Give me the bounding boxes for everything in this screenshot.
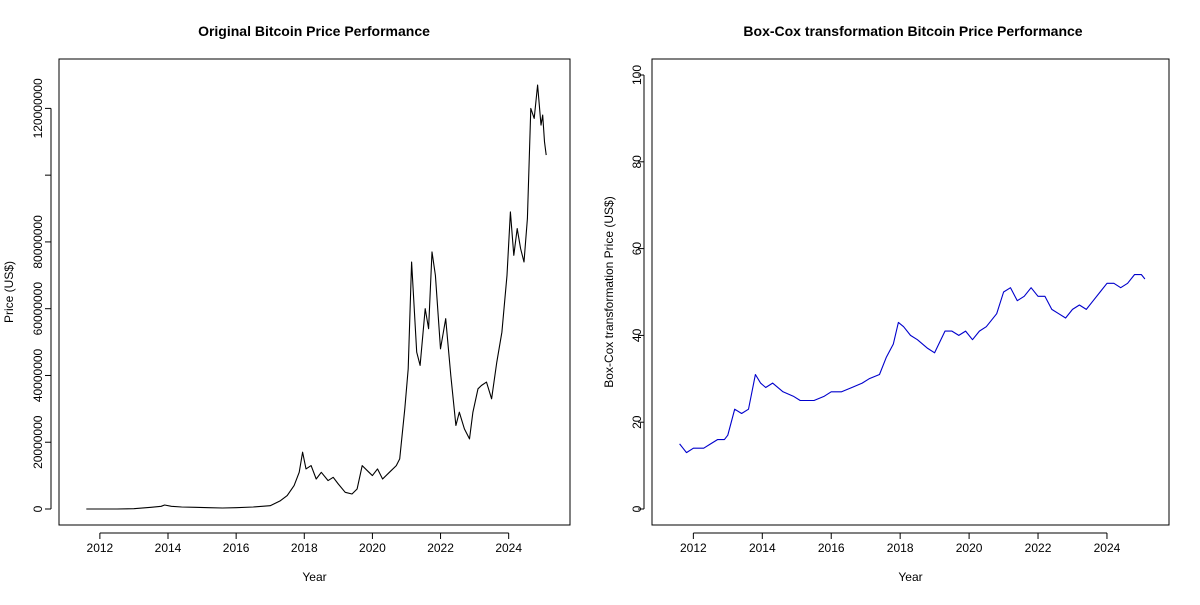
x-tick-label: 2012 — [87, 541, 114, 555]
y-tick-label: 0 — [31, 505, 45, 512]
x-tick-label: 2018 — [887, 541, 914, 555]
x-axis-label: Year — [302, 570, 326, 584]
chart-boxcox-price: Box-Cox transformation Bitcoin Price Per… — [602, 23, 1170, 584]
chart-original-price: Original Bitcoin Price Performance 2012 20… — [2, 23, 571, 584]
x-tick-label: 2012 — [680, 541, 707, 555]
x-tick-label: 2016 — [223, 541, 250, 555]
x-tick-label: 2024 — [495, 541, 522, 555]
y-tick-label: 80000000 — [31, 215, 45, 269]
y-tick-label: 20000000 — [31, 415, 45, 469]
price-series-line — [86, 84, 547, 510]
chart-title: Box-Cox transformation Bitcoin Price Per… — [743, 23, 1082, 39]
plot-frame — [651, 58, 1170, 526]
price-series-line — [679, 274, 1146, 454]
y-tick-label: 80 — [630, 155, 644, 169]
x-tick-label: 2018 — [291, 541, 318, 555]
x-tick-label: 2016 — [818, 541, 845, 555]
x-tick-label: 2022 — [1025, 541, 1052, 555]
x-tick-label: 2020 — [359, 541, 386, 555]
y-tick-label: 40 — [630, 328, 644, 342]
y-tick-label: 60000000 — [31, 282, 45, 336]
y-axis-label: Price (US$) — [2, 261, 16, 323]
y-tick-label: 0 — [630, 505, 644, 512]
x-tick-label: 2014 — [749, 541, 776, 555]
plot-frame — [58, 58, 571, 526]
y-tick-label: 100 — [630, 65, 644, 85]
y-tick-label: 60 — [630, 242, 644, 256]
x-tick-label: 2020 — [956, 541, 983, 555]
x-tick-label: 2014 — [155, 541, 182, 555]
x-tick-label: 2022 — [427, 541, 454, 555]
y-tick-label: 40000000 — [31, 348, 45, 402]
x-axis-label: Year — [898, 570, 922, 584]
y-tick-label: 20 — [630, 415, 644, 429]
x-tick-label: 2024 — [1094, 541, 1121, 555]
chart-title: Original Bitcoin Price Performance — [198, 23, 430, 39]
y-tick-label: 120000000 — [31, 78, 45, 138]
y-axis-label: Box-Cox transformation Price (US$) — [602, 196, 616, 387]
